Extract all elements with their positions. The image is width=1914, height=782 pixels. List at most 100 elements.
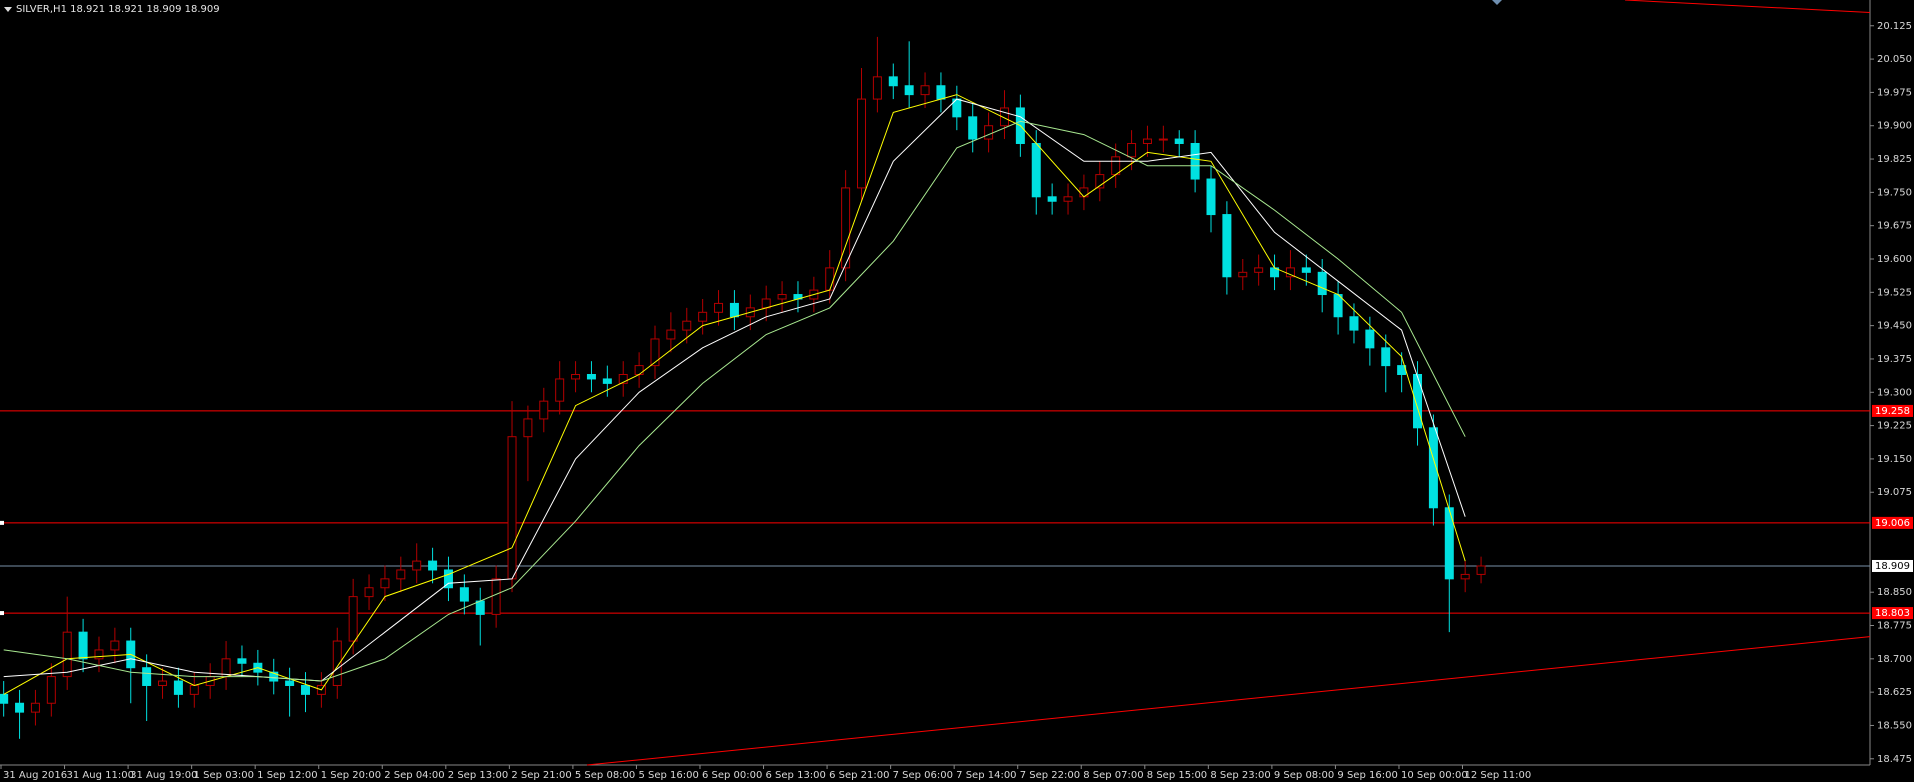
x-tick-label: 6 Sep 13:00 <box>766 770 826 781</box>
candle-body <box>285 680 295 686</box>
moving-average <box>3 98 1466 682</box>
candle-body <box>698 311 708 322</box>
y-tick-label: 19.675 <box>1877 221 1912 232</box>
candle-body <box>857 98 867 189</box>
x-tick-label: 5 Sep 16:00 <box>638 770 698 781</box>
y-tick-label: 18.550 <box>1877 720 1912 731</box>
y-tick-label: 19.375 <box>1877 354 1912 365</box>
candle-body <box>555 378 565 402</box>
y-tick-label: 19.525 <box>1877 287 1912 298</box>
x-tick-label: 1 Sep 12:00 <box>257 770 317 781</box>
price-label-box <box>1872 607 1913 620</box>
candle-body <box>1079 187 1089 198</box>
x-tick-label: 31 Aug 2016 <box>3 770 67 781</box>
candle-body <box>142 667 152 686</box>
x-tick-label: 1 Sep 03:00 <box>194 770 254 781</box>
candle-body <box>1444 507 1454 580</box>
y-tick-label: 19.300 <box>1877 387 1912 398</box>
candle-body <box>1285 267 1295 278</box>
candle-body <box>364 587 374 598</box>
candle-body <box>1142 138 1152 144</box>
candle-body <box>1206 178 1216 216</box>
candle-body <box>1365 329 1375 349</box>
candle-body <box>714 302 724 313</box>
x-tick-label: 7 Sep 06:00 <box>893 770 953 781</box>
candle-body <box>46 676 56 704</box>
candle-body <box>380 578 390 589</box>
candle-body <box>1460 573 1470 580</box>
candle-body <box>999 107 1009 127</box>
candle-body <box>1095 174 1105 189</box>
x-tick-label: 9 Sep 16:00 <box>1337 770 1397 781</box>
candle-body <box>618 374 628 384</box>
y-tick-label: 19.825 <box>1877 154 1912 165</box>
y-tick-label: 19.975 <box>1877 87 1912 98</box>
y-tick-label: 20.125 <box>1877 21 1912 32</box>
x-tick-label: 6 Sep 21:00 <box>829 770 889 781</box>
trend-line <box>586 636 1871 766</box>
moving-average <box>3 94 1466 695</box>
candle-body <box>1047 196 1057 202</box>
candle-body <box>602 378 612 384</box>
candle-body <box>396 569 406 580</box>
y-tick-label: 18.700 <box>1877 654 1912 665</box>
candle-body <box>412 560 422 571</box>
candle-body <box>1301 267 1311 273</box>
y-tick-label: 19.150 <box>1877 454 1912 465</box>
moving-average <box>3 120 1466 682</box>
candle-body <box>1063 196 1073 202</box>
candle-body <box>1476 565 1486 575</box>
candle-body <box>666 329 676 340</box>
candle-body <box>1381 347 1391 367</box>
y-tick-label: 18.625 <box>1877 687 1912 698</box>
x-tick-label: 7 Sep 14:00 <box>956 770 1016 781</box>
candle-body <box>1254 267 1264 273</box>
candle-body <box>1238 271 1248 278</box>
candle-body <box>1317 271 1327 296</box>
candle-body <box>110 640 120 651</box>
price-label-box <box>1872 559 1913 572</box>
y-tick-label: 19.075 <box>1877 487 1912 498</box>
candle-body <box>761 298 771 309</box>
y-tick-label: 19.750 <box>1877 187 1912 198</box>
x-tick-label: 12 Sep 11:00 <box>1465 770 1532 781</box>
line-handle <box>0 520 4 525</box>
candle-body <box>158 680 168 686</box>
candle-body <box>78 631 88 660</box>
y-tick-label: 19.600 <box>1877 254 1912 265</box>
x-tick-label: 9 Sep 08:00 <box>1274 770 1334 781</box>
candle-body <box>571 374 581 380</box>
candle-body <box>539 400 549 420</box>
candle-body <box>634 365 644 376</box>
candle-body <box>475 600 485 615</box>
candle-body <box>841 187 851 269</box>
candle-body <box>682 320 692 331</box>
price-label: 18.909 <box>1875 561 1910 572</box>
candle-body <box>523 418 533 438</box>
candle-body <box>173 680 183 695</box>
x-tick-label: 8 Sep 07:00 <box>1083 770 1143 781</box>
candle-body <box>269 671 279 682</box>
candle-body <box>428 560 438 571</box>
candle-body <box>586 374 596 380</box>
x-tick-label: 2 Sep 13:00 <box>448 770 508 781</box>
trend-line <box>1624 0 1871 13</box>
y-tick-label: 19.450 <box>1877 321 1912 332</box>
candle-body <box>459 587 469 602</box>
candle-body <box>1111 156 1121 176</box>
price-label-box <box>1872 404 1913 417</box>
candle-body <box>491 578 501 615</box>
candle-body <box>1413 374 1423 429</box>
x-tick-label: 10 Sep 00:00 <box>1401 770 1468 781</box>
candle-body <box>729 302 739 318</box>
ask-marker <box>1492 0 1502 5</box>
price-label: 18.803 <box>1875 608 1910 619</box>
x-tick-label: 5 Sep 08:00 <box>575 770 635 781</box>
candle-body <box>872 76 882 100</box>
candle-body <box>348 596 358 642</box>
candle-body <box>0 693 9 704</box>
candle-body <box>968 116 978 140</box>
x-tick-label: 2 Sep 21:00 <box>511 770 571 781</box>
